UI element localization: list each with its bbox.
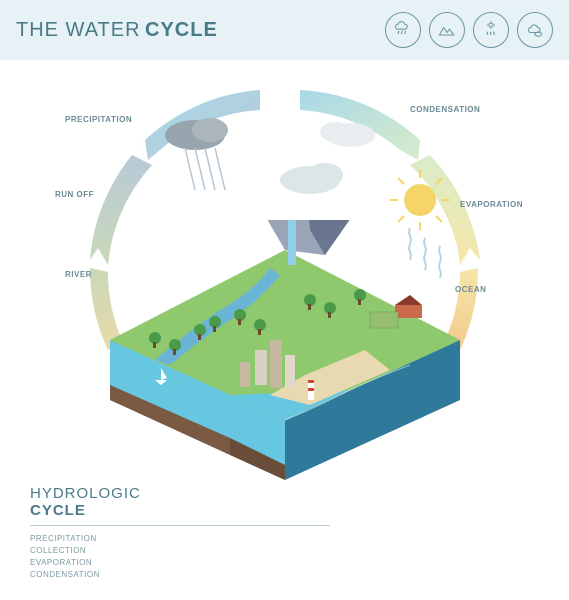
footer-item-evaporation: EVAPORATION [30, 558, 330, 567]
title-light: THE WATER [16, 19, 141, 41]
label-river: RIVER [65, 270, 92, 279]
label-condensation: CONDENSATION [410, 105, 480, 114]
footer-item-condensation: CONDENSATION [30, 570, 330, 579]
header-icon-row [385, 12, 553, 48]
terrain-block [110, 220, 460, 480]
rain-icon [385, 12, 421, 48]
footer-item-precipitation: PRECIPITATION [30, 534, 330, 543]
header-bar: THE WATER CYCLE [0, 0, 569, 60]
footer-title-bold: CYCLE [30, 502, 330, 526]
title-bold: CYCLE [145, 19, 218, 41]
footer-block: HYDROLOGIC CYCLE PRECIPITATION COLLECTIO… [30, 485, 330, 582]
label-runoff: RUN OFF [55, 190, 94, 199]
cloud-icon [517, 12, 553, 48]
diagram-stage: CONDENSATION EVAPORATION OCEAN PRECIPITA… [0, 60, 569, 480]
footer-title-light: HYDROLOGIC [30, 485, 330, 502]
footer-item-collection: COLLECTION [30, 546, 330, 555]
evaporation-icon [473, 12, 509, 48]
page-title: THE WATER CYCLE [16, 19, 218, 42]
label-precipitation: PRECIPITATION [65, 115, 132, 124]
mountain-icon [429, 12, 465, 48]
label-evaporation: EVAPORATION [460, 200, 523, 209]
